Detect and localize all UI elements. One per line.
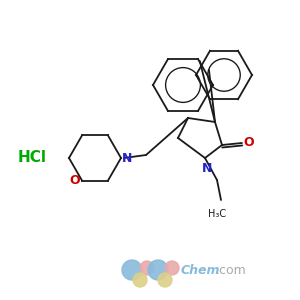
Text: O: O bbox=[70, 174, 80, 187]
Circle shape bbox=[158, 273, 172, 287]
Text: N: N bbox=[202, 161, 212, 175]
Circle shape bbox=[140, 261, 154, 275]
Text: H₃C: H₃C bbox=[208, 209, 226, 219]
Text: .com: .com bbox=[216, 265, 247, 278]
Circle shape bbox=[122, 260, 142, 280]
Text: Chem: Chem bbox=[181, 265, 220, 278]
Text: HCl: HCl bbox=[18, 151, 47, 166]
Text: N: N bbox=[122, 152, 132, 166]
Circle shape bbox=[148, 260, 168, 280]
Circle shape bbox=[133, 273, 147, 287]
Text: O: O bbox=[244, 136, 254, 148]
Circle shape bbox=[165, 261, 179, 275]
